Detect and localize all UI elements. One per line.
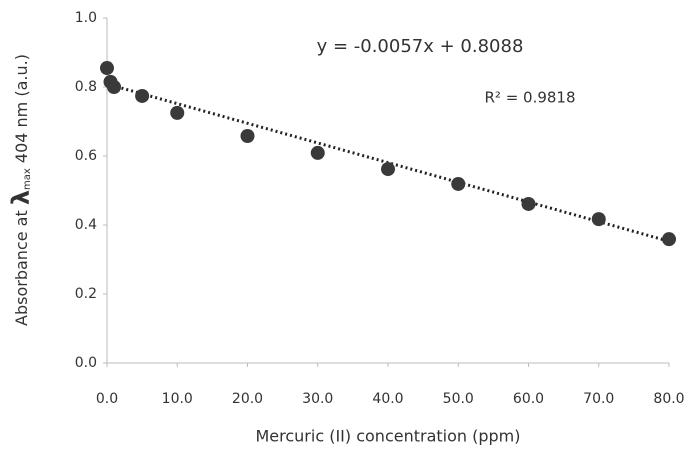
data-point xyxy=(451,176,466,191)
y-tick-label: 0.4 xyxy=(75,217,97,233)
y-tick-label: 0.6 xyxy=(75,148,97,164)
data-point xyxy=(240,128,255,143)
x-tick-label: 0.0 xyxy=(96,391,118,407)
y-tick-label: 0.2 xyxy=(75,286,97,302)
r-squared: R² = 0.9818 xyxy=(484,89,575,107)
y-title-part: 404 nm (a.u.) xyxy=(12,54,31,168)
x-tick-label: 80.0 xyxy=(653,391,684,407)
x-tick-label: 40.0 xyxy=(372,391,403,407)
y-tick-label: 0.8 xyxy=(75,79,97,95)
x-tick-label: 30.0 xyxy=(302,391,333,407)
x-tick-label: 60.0 xyxy=(513,391,544,407)
data-point xyxy=(170,105,185,120)
y-tick-label: 1.0 xyxy=(75,10,97,26)
trendline-equation: y = -0.0057x + 0.8088 xyxy=(317,36,524,57)
x-tick-label: 70.0 xyxy=(583,391,614,407)
data-point xyxy=(662,232,676,247)
y-title-symbol: λ xyxy=(7,190,35,205)
y-title-subscript: max xyxy=(22,168,33,190)
y-title-part: Absorbance at xyxy=(12,205,31,326)
data-point xyxy=(310,145,325,160)
data-point xyxy=(381,162,395,177)
data-point xyxy=(100,61,114,76)
x-tick-label: 50.0 xyxy=(443,391,474,407)
x-axis-title: Mercuric (II) concentration (ppm) xyxy=(255,427,520,446)
data-point xyxy=(135,88,150,103)
y-axis-title: Absorbance at λmax 404 nm (a.u.) xyxy=(7,54,35,326)
data-point xyxy=(521,196,536,211)
y-tick-label: 0.0 xyxy=(75,355,97,371)
data-point xyxy=(591,212,606,227)
data-point xyxy=(107,80,122,94)
x-tick-label: 10.0 xyxy=(162,391,193,407)
x-tick-label: 20.0 xyxy=(232,391,263,407)
